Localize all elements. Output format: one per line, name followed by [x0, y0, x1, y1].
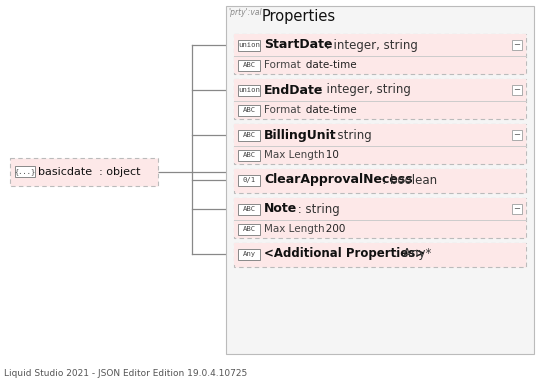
Text: basicdate  : object: basicdate : object: [38, 167, 140, 177]
Text: union: union: [238, 42, 260, 48]
FancyBboxPatch shape: [10, 158, 158, 186]
FancyBboxPatch shape: [234, 79, 526, 101]
FancyBboxPatch shape: [238, 60, 260, 71]
Text: : string: : string: [294, 202, 340, 215]
Text: ABC: ABC: [242, 226, 256, 232]
Text: : integer, string: : integer, string: [315, 83, 411, 96]
FancyBboxPatch shape: [238, 223, 260, 235]
FancyBboxPatch shape: [226, 6, 534, 354]
FancyBboxPatch shape: [512, 130, 522, 140]
Text: {...}: {...}: [15, 168, 36, 175]
Text: Any: Any: [242, 251, 256, 257]
Text: : string: : string: [326, 129, 372, 141]
Text: ABC: ABC: [242, 206, 256, 212]
Text: ABC: ABC: [242, 132, 256, 138]
FancyBboxPatch shape: [234, 221, 526, 237]
Text: 200: 200: [316, 224, 345, 234]
Text: 10: 10: [316, 150, 339, 160]
Text: StartDate: StartDate: [264, 38, 332, 51]
Text: −: −: [513, 40, 520, 50]
FancyBboxPatch shape: [234, 124, 526, 164]
FancyBboxPatch shape: [234, 79, 526, 119]
FancyBboxPatch shape: [234, 243, 526, 265]
FancyBboxPatch shape: [512, 204, 522, 214]
FancyBboxPatch shape: [234, 243, 526, 267]
Text: ABC: ABC: [242, 152, 256, 158]
Text: −: −: [513, 131, 520, 139]
FancyBboxPatch shape: [238, 248, 260, 260]
Text: ABC: ABC: [242, 62, 256, 68]
Text: −: −: [513, 86, 520, 94]
Text: ABC: ABC: [242, 107, 256, 113]
Text: EndDate: EndDate: [264, 83, 324, 96]
FancyBboxPatch shape: [238, 129, 260, 141]
FancyBboxPatch shape: [234, 169, 526, 193]
Text: date-time: date-time: [296, 105, 357, 115]
FancyBboxPatch shape: [238, 84, 260, 96]
FancyBboxPatch shape: [234, 169, 526, 191]
Text: Note: Note: [264, 202, 297, 215]
Text: Max Length: Max Length: [264, 224, 325, 234]
FancyBboxPatch shape: [234, 198, 526, 238]
FancyBboxPatch shape: [512, 40, 522, 50]
FancyBboxPatch shape: [238, 149, 260, 161]
FancyBboxPatch shape: [238, 204, 260, 215]
Text: Properties: Properties: [262, 9, 336, 24]
Text: 'prty':val: 'prty':val: [228, 8, 262, 17]
Text: : boolean: : boolean: [371, 174, 437, 187]
Text: <Additional Properties>: <Additional Properties>: [264, 248, 425, 260]
FancyBboxPatch shape: [512, 85, 522, 95]
FancyBboxPatch shape: [234, 34, 526, 56]
FancyBboxPatch shape: [238, 104, 260, 116]
Text: Liquid Studio 2021 - JSON Editor Edition 19.0.4.10725: Liquid Studio 2021 - JSON Editor Edition…: [4, 369, 247, 378]
Text: union: union: [238, 87, 260, 93]
FancyBboxPatch shape: [234, 57, 526, 73]
Text: : integer, string: : integer, string: [322, 38, 418, 51]
Text: ClearApprovalNecess: ClearApprovalNecess: [264, 174, 412, 187]
FancyBboxPatch shape: [234, 198, 526, 220]
Text: : Any*: : Any*: [384, 248, 431, 260]
FancyBboxPatch shape: [234, 147, 526, 163]
FancyBboxPatch shape: [234, 34, 526, 74]
Text: Max Length: Max Length: [264, 150, 325, 160]
Text: 0/1: 0/1: [242, 177, 256, 183]
Text: date-time: date-time: [296, 60, 357, 70]
Text: BillingUnit: BillingUnit: [264, 129, 337, 141]
Text: Format: Format: [264, 105, 301, 115]
FancyBboxPatch shape: [234, 124, 526, 146]
Text: Format: Format: [264, 60, 301, 70]
FancyBboxPatch shape: [15, 166, 35, 177]
FancyBboxPatch shape: [234, 102, 526, 118]
FancyBboxPatch shape: [238, 174, 260, 185]
FancyBboxPatch shape: [238, 40, 260, 51]
Text: −: −: [513, 205, 520, 214]
